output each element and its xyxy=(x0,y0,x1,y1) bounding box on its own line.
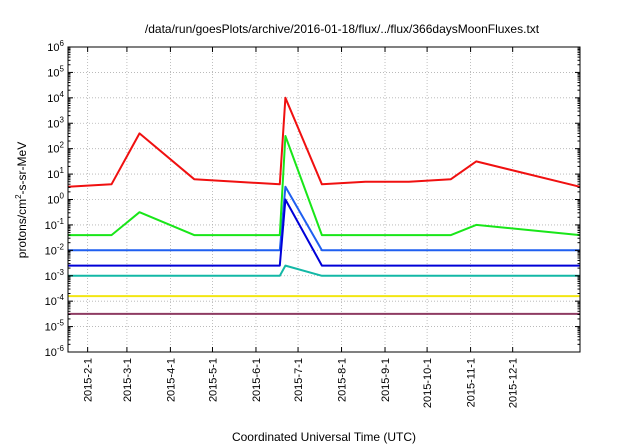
series-line-3 xyxy=(68,264,580,277)
y-tick-label-exp: -4 xyxy=(57,293,65,302)
y-tick-label-exp: 0 xyxy=(60,192,65,201)
y-tick-label-exp: -2 xyxy=(57,242,65,251)
y-tick-label-exp: -6 xyxy=(57,344,65,353)
x-axis: 2015-2-1 2015-3-1 2015-4-1 2015-5-1 2015-6-1… xyxy=(83,47,520,408)
y-tick-label-exp: 2 xyxy=(60,141,65,150)
y-tick-label: 106 xyxy=(47,39,64,54)
plot-series xyxy=(67,96,581,315)
y-tick-label-base: 10 xyxy=(47,195,59,207)
y-tick-label-exp: -3 xyxy=(57,268,65,277)
y-tick-label-base: 10 xyxy=(47,144,59,156)
y-tick-label-exp: 6 xyxy=(60,39,65,48)
y-tick-label-exp: 1 xyxy=(60,166,65,175)
x-tick-label: 2015-11-1 xyxy=(466,358,478,407)
y-tick-label-base: 10 xyxy=(47,118,59,130)
y-tick-label: 10-4 xyxy=(45,293,65,308)
x-tick-label: 2015-9-1 xyxy=(380,358,392,402)
y-tick-label: 105 xyxy=(47,64,64,79)
y-tick-label-base: 10 xyxy=(45,245,57,257)
series-line-6 xyxy=(68,135,581,237)
y-tick-label: 10-2 xyxy=(45,242,65,257)
series-line-5 xyxy=(68,198,580,267)
x-tick-label: 2015-3-1 xyxy=(122,358,134,402)
chart-title: /data/run/goesPlots/archive/2016-01-18/f… xyxy=(145,22,540,36)
y-tick-label: 10-5 xyxy=(45,319,65,334)
y-tick-label-base: 10 xyxy=(45,322,57,334)
y-tick-label: 104 xyxy=(47,90,64,105)
y-tick-label-exp: 4 xyxy=(60,90,65,99)
y-axis-label-pre: protons/cm xyxy=(15,199,29,258)
y-tick-label: 10-3 xyxy=(45,268,65,283)
x-axis-label: Coordinated Universal Time (UTC) xyxy=(232,430,416,444)
series-line-4 xyxy=(68,185,580,252)
y-tick-label: 101 xyxy=(47,166,64,181)
y-tick-label: 103 xyxy=(47,115,64,130)
x-tick-label: 2015-12-1 xyxy=(508,358,520,408)
x-tick-label: 2015-5-1 xyxy=(207,358,219,402)
y-tick-label-base: 10 xyxy=(47,169,59,181)
series-line-7 xyxy=(67,96,581,188)
y-tick-label-base: 10 xyxy=(45,271,57,283)
x-tick-label: 2015-10-1 xyxy=(422,358,434,408)
y-axis-label-sup: 2 xyxy=(14,194,23,199)
y-tick-label-base: 10 xyxy=(47,67,59,79)
y-tick-label-exp: 3 xyxy=(60,115,65,124)
y-axis-label-post: -s-sr-MeV xyxy=(15,142,29,195)
x-tick-label: 2015-2-1 xyxy=(83,358,95,402)
y-axis: 10-610-510-410-310-210-11001011021031041… xyxy=(45,39,580,359)
x-tick-label: 2015-4-1 xyxy=(165,358,177,402)
y-tick-label-exp: -1 xyxy=(57,217,65,226)
y-tick-label: 10-6 xyxy=(45,344,65,359)
y-tick-label: 100 xyxy=(47,192,64,207)
y-tick-label-base: 10 xyxy=(45,347,57,359)
y-tick-label-exp: -5 xyxy=(57,319,65,328)
y-tick-label-base: 10 xyxy=(45,220,57,232)
y-tick-label-exp: 5 xyxy=(60,64,65,73)
x-tick-label: 2015-8-1 xyxy=(337,358,349,402)
y-tick-label: 102 xyxy=(47,141,64,156)
x-tick-label: 2015-6-1 xyxy=(251,358,263,402)
y-tick-label: 10-1 xyxy=(45,217,65,232)
x-tick-label: 2015-7-1 xyxy=(293,358,305,402)
grid xyxy=(68,46,580,353)
y-axis-label: protons/cm2-s-sr-MeV xyxy=(14,142,29,258)
y-tick-label-base: 10 xyxy=(45,296,57,308)
y-tick-label-base: 10 xyxy=(47,93,59,105)
y-tick-label-base: 10 xyxy=(47,42,59,54)
